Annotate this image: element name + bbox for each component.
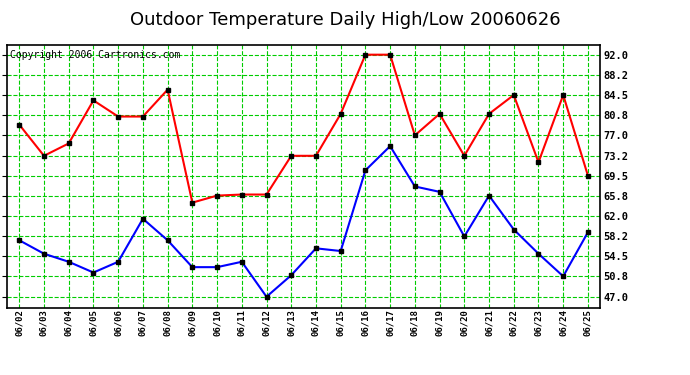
Text: Outdoor Temperature Daily High/Low 20060626: Outdoor Temperature Daily High/Low 20060… bbox=[130, 11, 560, 29]
Text: Copyright 2006 Cartronics.com: Copyright 2006 Cartronics.com bbox=[10, 50, 180, 60]
